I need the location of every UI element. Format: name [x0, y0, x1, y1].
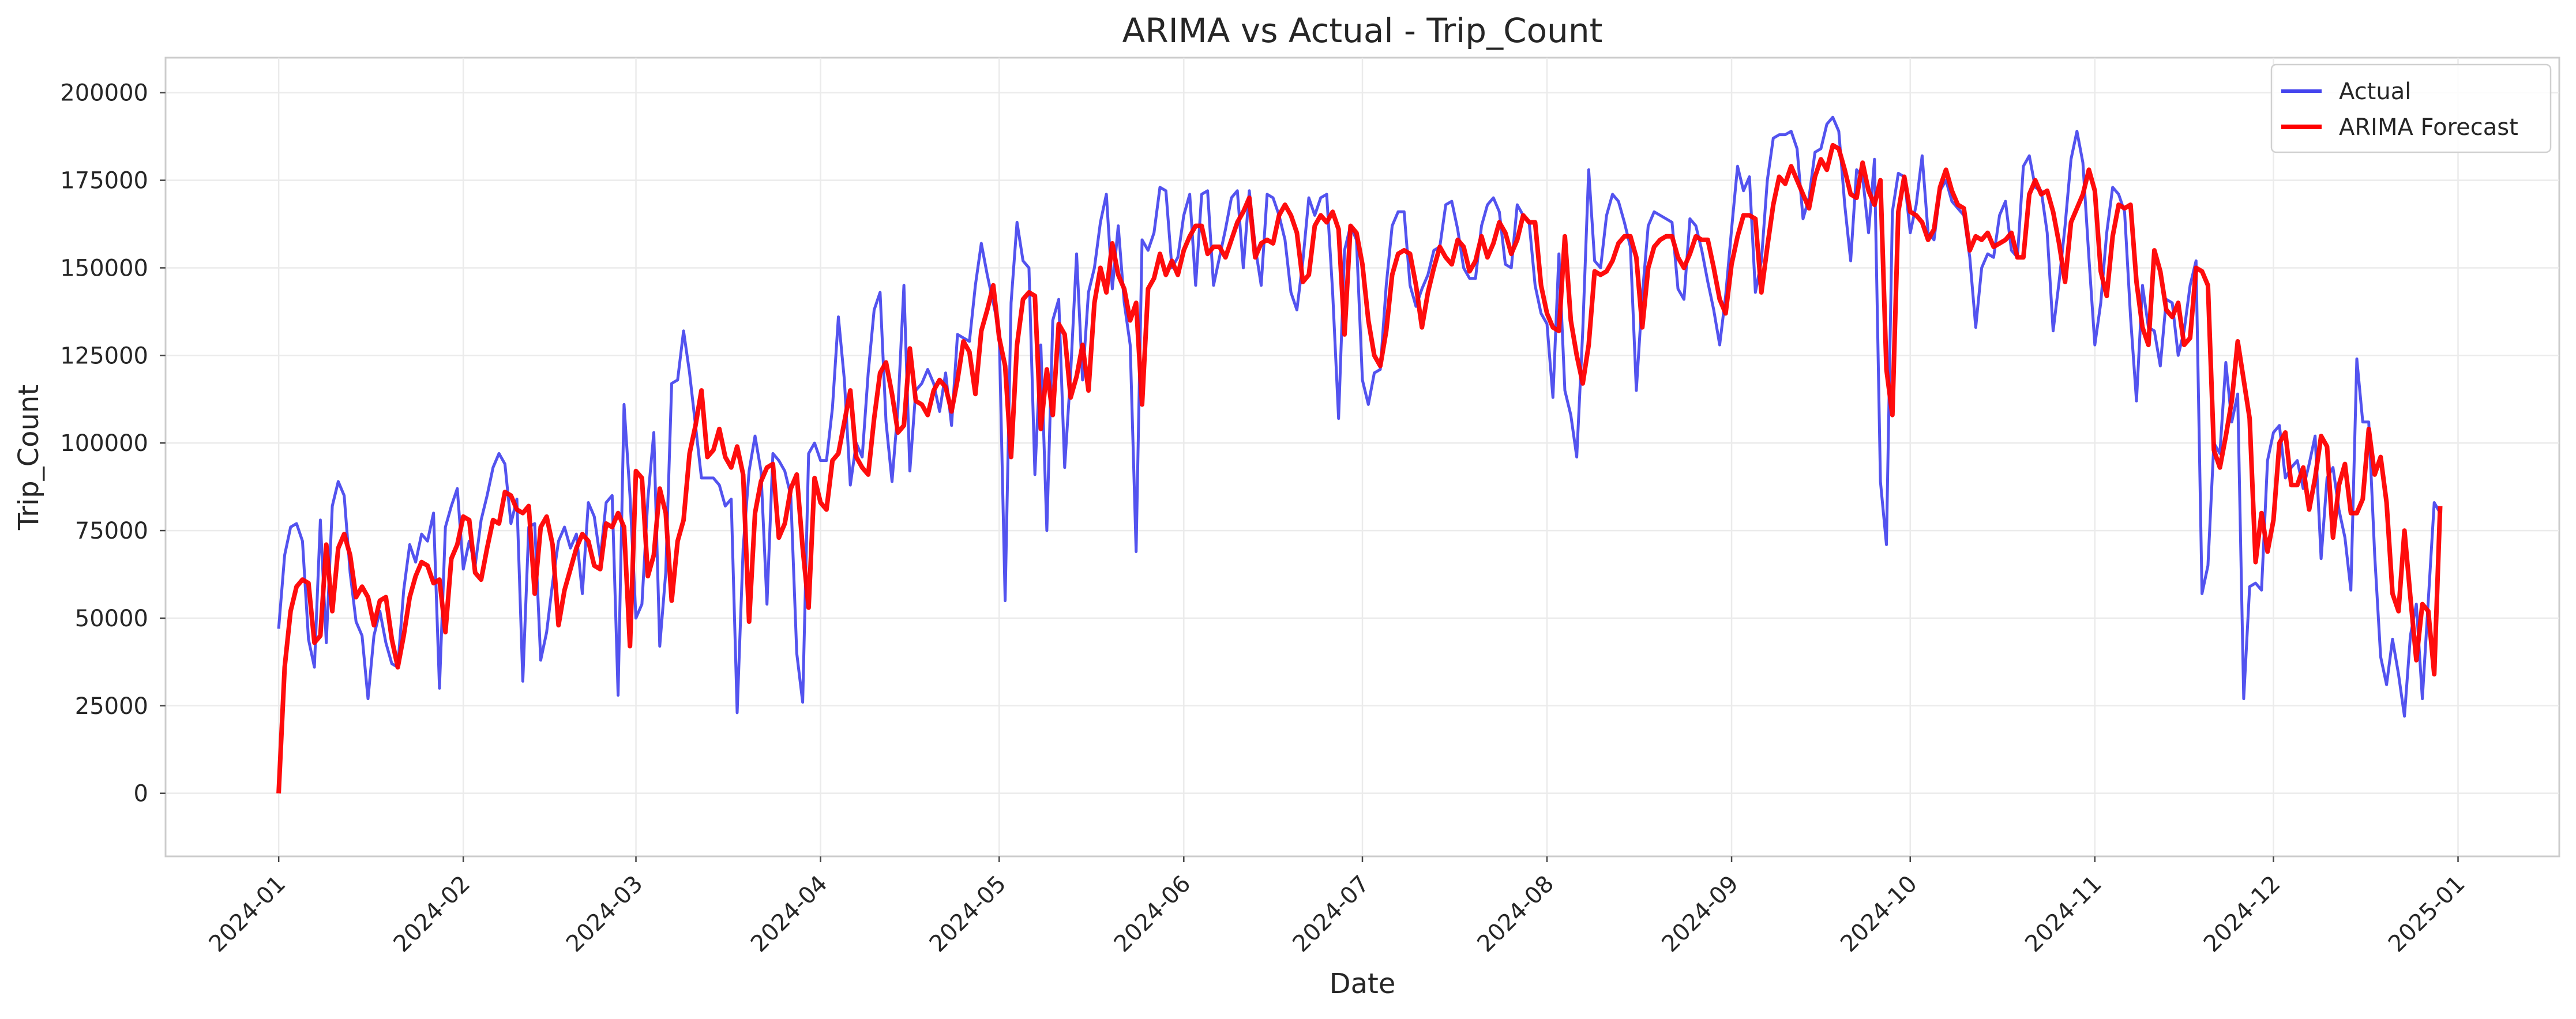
- y-axis-label: Trip_Count: [13, 385, 45, 531]
- x-axis-label: Date: [1330, 968, 1396, 1000]
- y-axis: 0 25000 50000 75000 100000 125000 150000 175000…: [60, 80, 166, 807]
- chart-title: ARIMA vs Actual - Trip_Count: [1122, 11, 1603, 50]
- y-tick-label: 100000: [60, 430, 148, 457]
- y-tick-label: 50000: [75, 606, 148, 632]
- y-tick-label: 125000: [60, 343, 148, 369]
- legend-label-arima: ARIMA Forecast: [2339, 114, 2518, 141]
- legend-box: [2270, 63, 2552, 153]
- legend-label-actual: Actual: [2339, 78, 2411, 105]
- y-tick-label: 75000: [75, 518, 148, 544]
- y-tick-label: 150000: [60, 255, 148, 281]
- series-line-arima-forecast: [276, 142, 2443, 794]
- y-tick-label: 0: [134, 781, 148, 807]
- y-tick-label: 25000: [75, 693, 148, 720]
- y-tick-label: 175000: [60, 168, 148, 194]
- series-line-actual: [277, 115, 2442, 718]
- y-tick-label: 200000: [60, 80, 148, 107]
- series-layer: [276, 115, 2443, 794]
- legend: Actual ARIMA Forecast: [2270, 63, 2552, 153]
